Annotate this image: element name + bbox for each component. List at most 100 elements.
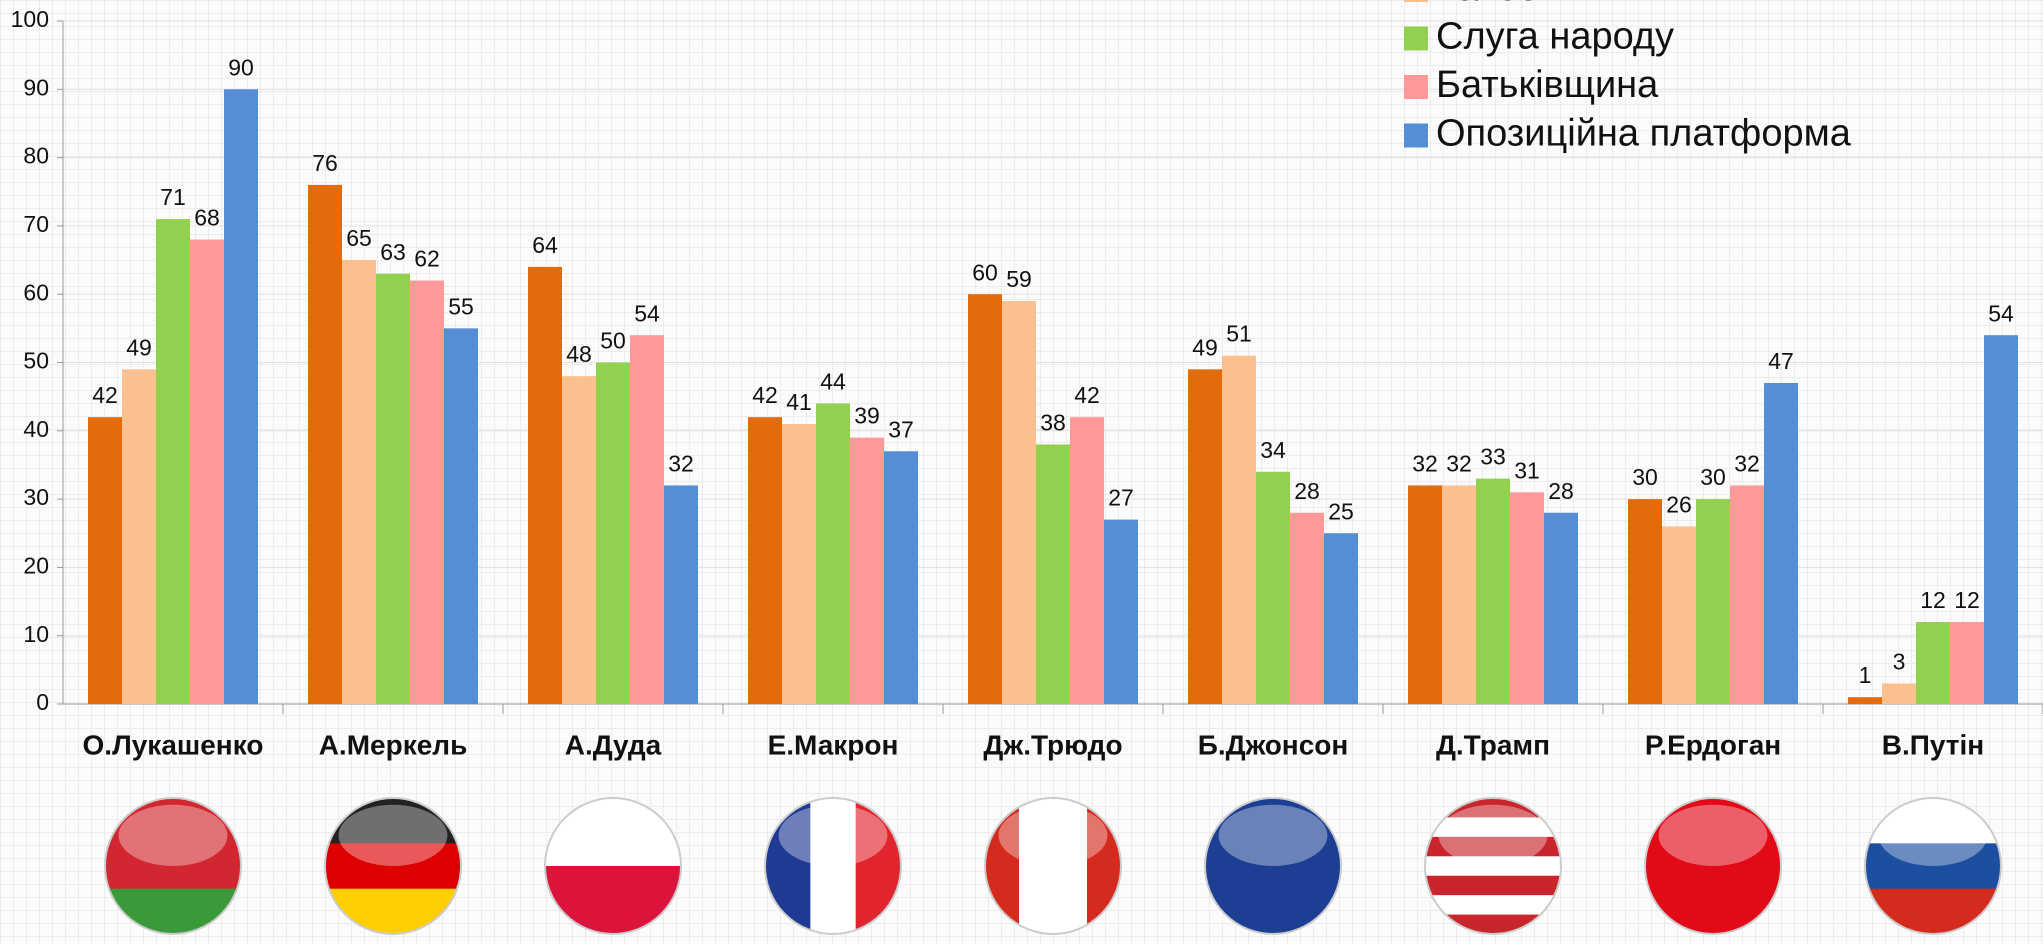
- bar: [1544, 512, 1578, 704]
- data-label: 42: [752, 382, 778, 408]
- data-label: 47: [1768, 348, 1794, 374]
- flag-gloss: [118, 804, 228, 867]
- x-tick-label: Б.Джонсон: [1198, 729, 1349, 760]
- bar: [156, 219, 190, 704]
- flag-gloss: [1438, 804, 1548, 867]
- data-label: 12: [1954, 587, 1980, 613]
- bar: [190, 239, 224, 704]
- y-tick-label: 80: [23, 143, 49, 169]
- flag-rim: [1204, 797, 1342, 935]
- data-label: 25: [1328, 498, 1354, 524]
- data-label: 71: [160, 184, 186, 210]
- flag-gloss: [998, 804, 1108, 867]
- flag-stripe: [1425, 875, 1561, 897]
- flag-stripe: [1425, 836, 1561, 858]
- x-tick-label: Р.Ердоган: [1645, 729, 1781, 760]
- bar: [630, 335, 664, 704]
- bar: [1510, 492, 1544, 704]
- data-label: 54: [634, 300, 660, 326]
- data-label: 32: [1412, 451, 1438, 477]
- bar: [88, 417, 122, 704]
- data-label: 39: [854, 403, 880, 429]
- flag-stripe: [1645, 798, 1781, 934]
- legend-label: Слуга народу: [1436, 16, 1674, 58]
- y-tick-label: 0: [36, 689, 49, 715]
- data-label: 33: [1480, 444, 1506, 470]
- x-tick-label: А.Меркель: [319, 729, 468, 760]
- flag-stripe: [810, 798, 857, 934]
- data-label: 64: [532, 232, 558, 258]
- flag-rim: [764, 797, 902, 935]
- bar: [1882, 683, 1916, 704]
- flag-gloss: [558, 804, 668, 867]
- bar: [748, 417, 782, 704]
- bar: [562, 376, 596, 704]
- flag-stripe: [1425, 856, 1561, 877]
- bar: [782, 423, 816, 704]
- data-label: 37: [888, 416, 914, 442]
- bar: [308, 184, 342, 705]
- bar: [1696, 499, 1730, 704]
- data-label: 49: [1192, 334, 1218, 360]
- legend-label: Батьківщина: [1436, 64, 1659, 106]
- data-label: 32: [668, 451, 694, 477]
- data-label: 28: [1294, 478, 1320, 504]
- bar: [528, 266, 562, 704]
- bar: [1324, 533, 1358, 704]
- flag-stripe: [1205, 798, 1341, 934]
- data-label: 54: [1988, 300, 2014, 326]
- bar: [1256, 471, 1290, 704]
- data-label: 28: [1548, 478, 1574, 504]
- flag-gloss: [1658, 804, 1768, 867]
- flag-rim: [1424, 797, 1562, 935]
- bar: [850, 437, 884, 704]
- bar: [1628, 499, 1662, 704]
- y-tick-label: 20: [23, 552, 49, 578]
- x-tick-label: В.Путін: [1882, 729, 1984, 760]
- bar: [376, 273, 410, 704]
- bar: [1070, 417, 1104, 704]
- bar: [1984, 335, 2018, 704]
- bar: [444, 328, 478, 704]
- bar: [664, 485, 698, 704]
- y-tick-label: 70: [23, 211, 49, 237]
- data-label: 26: [1666, 491, 1692, 517]
- bar: [122, 369, 156, 704]
- bar: [1408, 485, 1442, 704]
- data-label: 34: [1260, 437, 1286, 463]
- flag-rim: [324, 797, 462, 935]
- bar: [1104, 519, 1138, 704]
- bar: [596, 362, 630, 704]
- data-label: 38: [1040, 410, 1066, 436]
- data-label: 50: [600, 328, 626, 354]
- flag-rim: [544, 797, 682, 935]
- bar: [1476, 478, 1510, 704]
- data-label: 49: [126, 334, 152, 360]
- y-tick-label: 30: [23, 484, 49, 510]
- data-label: 59: [1006, 266, 1032, 292]
- x-tick-label: О.Лукашенко: [83, 729, 264, 760]
- data-label: 90: [228, 54, 254, 80]
- y-tick-label: 90: [23, 74, 49, 100]
- data-label: 41: [786, 389, 812, 415]
- legend-swatch: [1404, 123, 1428, 148]
- flag-stripe: [1425, 895, 1561, 916]
- flag-rim: [984, 797, 1122, 935]
- bar: [1002, 301, 1036, 704]
- bar: [410, 280, 444, 704]
- flag-icon: [1865, 798, 2001, 934]
- data-label: 55: [448, 293, 474, 319]
- flag-stripe: [545, 866, 681, 934]
- x-tick-label: Д.Трамп: [1436, 729, 1550, 760]
- flag-stripe: [105, 888, 241, 934]
- data-label: 65: [346, 225, 372, 251]
- data-label: 48: [566, 341, 592, 367]
- flag-icon: [1645, 798, 1781, 934]
- data-label: 30: [1700, 464, 1726, 490]
- flag-icon: [105, 798, 241, 934]
- flag-stripe: [325, 843, 461, 890]
- flag-stripe: [105, 843, 241, 890]
- flag-stripe: [325, 888, 461, 934]
